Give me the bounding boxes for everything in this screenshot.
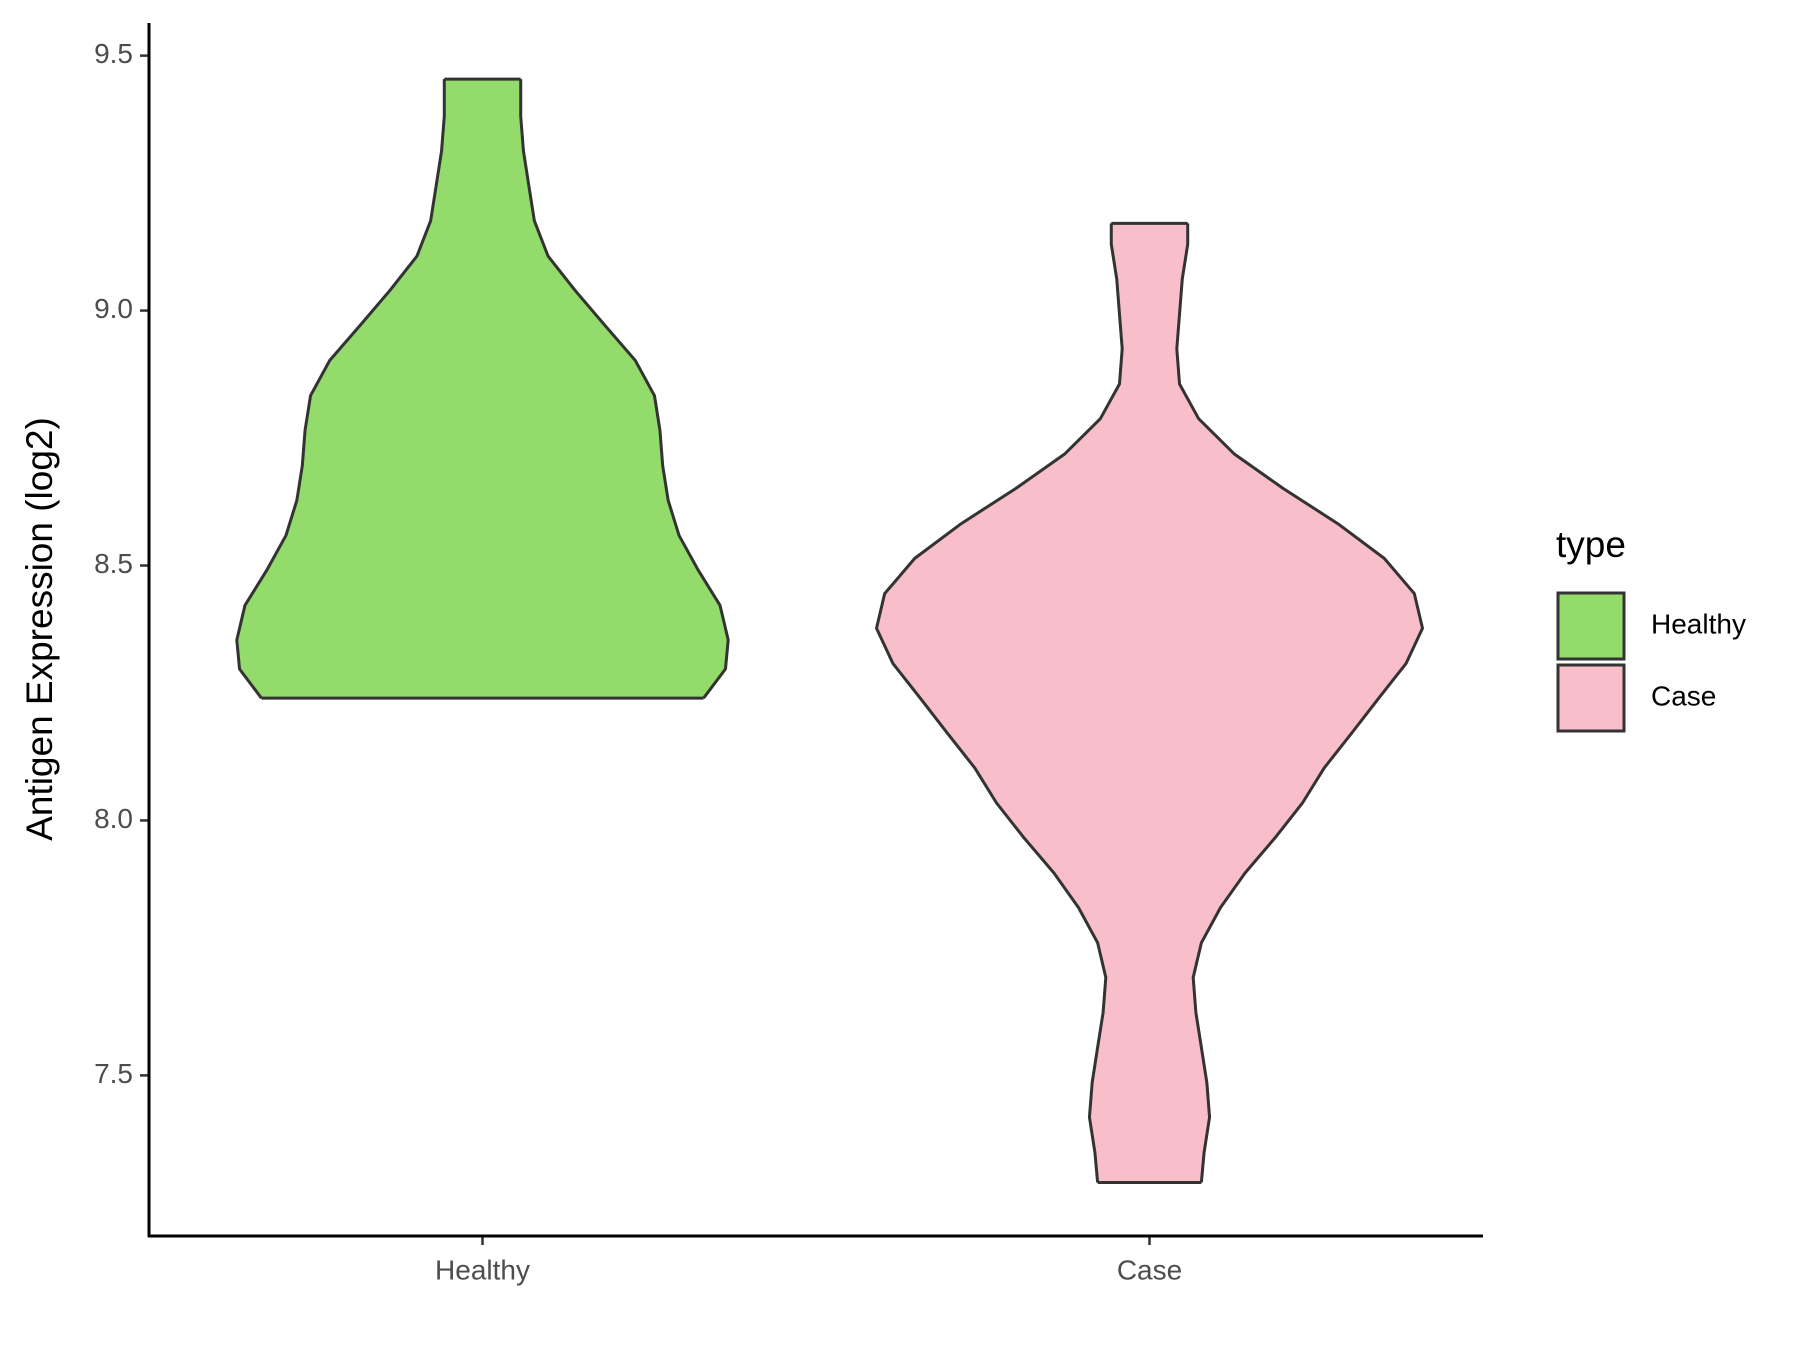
y-tick-label: 8.5: [94, 548, 133, 579]
y-tick-label: 9.5: [94, 38, 133, 69]
x-tick-label: Healthy: [435, 1254, 530, 1285]
violin-left-edge: [235, 79, 446, 699]
violin-fill: [236, 79, 729, 699]
violin-fill: [876, 223, 1423, 1183]
violin-right-edge: [519, 79, 730, 699]
legend-title: type: [1556, 524, 1626, 565]
y-tick-label: 9.0: [94, 293, 133, 324]
violin-left-edge: [875, 223, 1124, 1183]
legend-label: Case: [1651, 680, 1716, 711]
legend-label: Healthy: [1651, 608, 1746, 639]
y-tick-label: 8.0: [94, 803, 133, 834]
y-tick-label: 7.5: [94, 1058, 133, 1089]
legend-key: [1556, 663, 1626, 733]
x-tick-label: Case: [1117, 1254, 1182, 1285]
violin-right-edge: [1175, 223, 1424, 1183]
y-axis-title: Antigen Expression (log2): [19, 417, 60, 841]
legend-key: [1556, 591, 1626, 661]
